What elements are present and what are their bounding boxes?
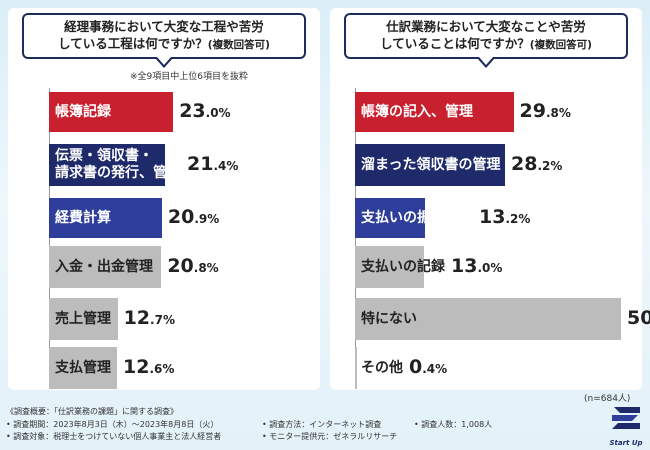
startup-logo-icon: [612, 407, 640, 429]
bar-label: 入金・出金管理: [55, 259, 153, 276]
bar-value: 12.6%: [123, 356, 174, 378]
left-question-line1: 経理事務において大変な工程や苦労: [64, 19, 264, 34]
bar-value-int: 0: [409, 356, 423, 378]
bar-value-int: 12: [123, 307, 151, 329]
bar-value-dec: .6%: [149, 362, 175, 376]
bar-value-dec: .7%: [150, 313, 175, 327]
bar-label: 特にない: [361, 311, 417, 328]
bar-label-line: その他: [361, 359, 403, 376]
bar-value-int: 29: [519, 100, 546, 122]
bar-value: 13.0%: [451, 255, 502, 277]
bar-label: 支払管理: [55, 360, 111, 377]
bar-value-dec: .8%: [193, 261, 219, 275]
sample-size: (n=684人): [584, 394, 631, 404]
bar-label-line: 支払いの振り分け: [361, 209, 473, 226]
bar-value-dec: .4%: [213, 159, 239, 173]
bar-label: 溜まった領収書の管理: [361, 157, 500, 174]
bar-left-3: [49, 246, 162, 288]
bar-label-line: 特にない: [361, 310, 417, 327]
bar-right-4: [355, 298, 621, 340]
bar-label-line: 帳簿の記入、管理: [361, 103, 473, 120]
left-note: ※全9項目中上位6項目を抜粋: [130, 72, 248, 82]
bar-value-int: 13: [451, 255, 478, 277]
bar-value: 23.0%: [179, 100, 230, 122]
bar-right-1: [355, 144, 506, 186]
bar-value: 29.8%: [520, 100, 571, 122]
bar-label: 経費計算: [55, 210, 111, 227]
bar-right-0: [355, 92, 514, 132]
survey-provider: • モニター提供元：ゼネラルリサーチ: [262, 432, 398, 441]
left-question-line2: している工程は何ですか？: [58, 36, 208, 51]
survey-method: • 調査方法：インターネット調査: [262, 420, 382, 429]
bar-value-int: 13: [479, 206, 506, 228]
bar-value-dec: .2%: [505, 212, 531, 226]
bar-value-int: 50: [627, 307, 650, 329]
bar-left-5: [49, 347, 118, 389]
left-question-bubble: 経理事務において大変な工程や苦労 している工程は何ですか？(複数回答可): [22, 13, 306, 59]
bar-right-3: [355, 246, 425, 288]
bar-value: 28.2%: [511, 153, 562, 175]
startup-logo-text: Start Up: [609, 439, 643, 447]
bar-label-line: 入金・出金管理: [55, 258, 153, 275]
bar-value-int: 20: [167, 206, 195, 228]
survey-count: • 調査人数：1,008人: [414, 420, 493, 429]
bar-label: 帳簿の記入、管理: [361, 104, 473, 121]
bar-label: 売上管理: [55, 311, 111, 328]
bar-value: 13.2%: [479, 206, 530, 228]
right-question-sub: (複数回答可): [529, 39, 592, 51]
bar-label-line: 経費計算: [55, 209, 111, 226]
bar-label-line: 溜まった領収書の管理: [361, 156, 501, 173]
bar-label: その他: [361, 360, 403, 377]
bar-label: 支払いの振り分け: [361, 210, 473, 227]
bar-value: 20.9%: [168, 206, 219, 228]
bar-label: 支払いの記録: [361, 259, 445, 276]
bar-value-int: 21: [187, 153, 214, 175]
bar-value: 21.4%: [187, 153, 238, 175]
survey-target: • 調査対象：税理士をつけていない個人事業主と法人経営者: [6, 432, 222, 441]
bar-value: 20.8%: [167, 255, 218, 277]
bar-label-line: 伝票・領収書・: [55, 148, 153, 164]
bar-label-line: 支払いの記録: [361, 258, 445, 275]
bar-value: 50.0%: [627, 307, 650, 329]
startup-logo: Start Up: [606, 403, 646, 447]
bar-label: 帳簿記録: [55, 104, 111, 121]
bar-left-0: [49, 92, 174, 132]
right-question-line1: 仕訳業務において大変なことや苦労: [386, 19, 586, 34]
bar-label-line: 支払管理: [55, 359, 111, 376]
bar-label-line: 売上管理: [55, 310, 111, 327]
bar-value-dec: .0%: [205, 106, 231, 120]
bar-value-dec: .9%: [194, 212, 220, 226]
bar-value: 0.4%: [409, 356, 447, 378]
bar-right-2: [355, 198, 426, 238]
bar-value-int: 28: [511, 153, 538, 175]
right-question-bubble: 仕訳業務において大変なことや苦労 していることは何ですか？(複数回答可): [344, 13, 628, 59]
right-question-line2: していることは何ですか？: [380, 36, 530, 51]
bar-left-4: [49, 298, 118, 340]
bar-left-1: [49, 144, 165, 186]
bar-label: 伝票・領収書・ 請求書の発行、管理: [55, 148, 181, 182]
bar-value-dec: .8%: [545, 106, 571, 120]
bar-value-dec: .4%: [422, 362, 448, 376]
bar-value-int: 23: [179, 100, 206, 122]
bar-label-line: 請求書の発行、管理: [55, 165, 181, 181]
bar-value-int: 20: [167, 255, 194, 277]
survey-overview: 《調査概要：「仕訳業務の課題」に関する調査》: [6, 407, 178, 416]
bar-value: 12.7%: [124, 307, 175, 329]
left-question-sub: (複数回答可): [207, 39, 270, 51]
bar-left-2: [49, 198, 162, 238]
bar-value-int: 12: [123, 356, 150, 378]
survey-period: • 調査期間：2023年8月3日（木）～2023年8月8日（火）: [6, 420, 219, 429]
bar-value-dec: .0%: [477, 261, 503, 275]
bar-value-dec: .2%: [537, 159, 563, 173]
bar-right-5: [355, 347, 358, 389]
bar-label-line: 帳簿記録: [55, 103, 111, 120]
